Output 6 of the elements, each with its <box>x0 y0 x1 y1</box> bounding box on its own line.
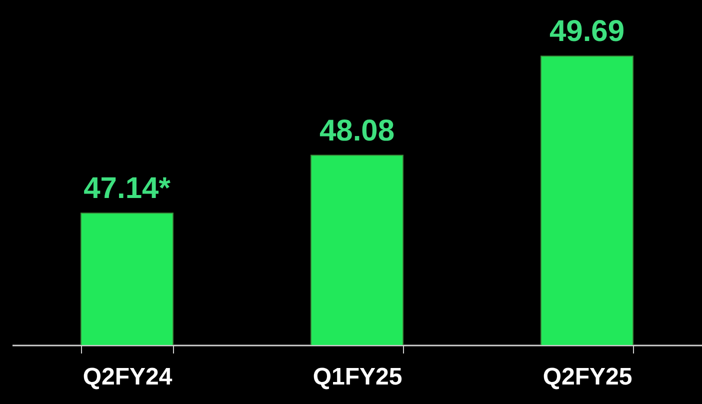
data-label: 49.69 <box>549 15 625 48</box>
x-tick-label: Q2FY25 <box>542 364 632 390</box>
x-tick-label: Q1FY25 <box>312 364 402 390</box>
data-label: 47.14* <box>84 172 171 206</box>
data-label: 48.08 <box>319 114 395 148</box>
x-tick-label: Q2FY24 <box>82 364 173 390</box>
